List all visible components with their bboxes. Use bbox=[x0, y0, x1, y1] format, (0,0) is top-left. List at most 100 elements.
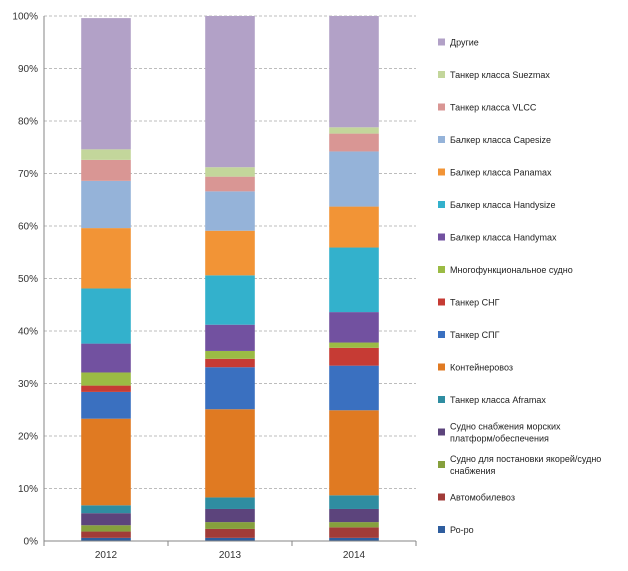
bar-segment-2014-балкер-класса-handysize bbox=[329, 247, 379, 313]
legend-label: Ро-ро bbox=[450, 525, 474, 535]
y-tick-label: 50% bbox=[18, 274, 38, 285]
bar-segment-2013-танкер-снг bbox=[205, 358, 255, 368]
bar-segment-2012-танкер-спг bbox=[81, 391, 131, 419]
bar-segment-2014-автомобилевоз bbox=[329, 527, 379, 538]
x-tick-labels: 2012 2013 2014 bbox=[95, 550, 366, 561]
legend-item-судно-снабжения-морских-платформ-обеспечения: Судно снабжения морских платформ/обеспече… bbox=[438, 422, 561, 444]
y-tick-label: 0% bbox=[24, 537, 39, 548]
bar-segment-2014-танкер-класса-aframax bbox=[329, 495, 379, 509]
y-tick-label: 100% bbox=[12, 12, 38, 23]
legend-label: Балкер класса Panamax bbox=[450, 168, 552, 178]
bar-segment-2014-танкер-класса-suezmax bbox=[329, 127, 379, 134]
bar-segment-2012-судно-снабжения-морских-платформ-обеспечения bbox=[81, 513, 131, 526]
bar-segment-2012-судно-для-постановки-якорей-судно-снабжения bbox=[81, 525, 131, 532]
bar-segment-2013-судно-для-постановки-якорей-судно-снабжения bbox=[205, 522, 255, 529]
bar-segment-2013-танкер-класса-aframax bbox=[205, 497, 255, 509]
legend-item-контейнеровоз: Контейнеровоз bbox=[438, 363, 513, 373]
legend-label: Контейнеровоз bbox=[450, 363, 513, 373]
bar-segment-2013-танкер-спг bbox=[205, 367, 255, 410]
bar-segment-2012-танкер-класса-aframax bbox=[81, 505, 131, 514]
y-tick-label: 10% bbox=[18, 484, 38, 495]
legend-swatch bbox=[438, 201, 445, 208]
axes bbox=[43, 16, 417, 546]
legend: Другие Танкер класса Suezmax Танкер класса… bbox=[438, 38, 601, 535]
legend-label: Балкер класса Handymax bbox=[450, 233, 557, 243]
legend-label: Танкер класса VLCC bbox=[450, 103, 537, 113]
legend-swatch bbox=[438, 526, 445, 533]
y-tick-label: 40% bbox=[18, 327, 38, 338]
legend-item-танкер-спг: Танкер СПГ bbox=[438, 330, 500, 340]
legend-label: Другие bbox=[450, 38, 479, 48]
legend-item-другие: Другие bbox=[438, 38, 479, 48]
x-tick-label-2014: 2014 bbox=[343, 550, 366, 561]
bar-segment-2014-танкер-снг bbox=[329, 347, 379, 366]
legend-item-судно-для-постановки-якорей-судно-снабжения: Судно для постановки якорей/судно снабжен… bbox=[438, 454, 601, 476]
legend-label: Балкер класса Handysize bbox=[450, 200, 556, 210]
bar-segment-2012-танкер-класса-suezmax bbox=[81, 149, 131, 160]
legend-label: Танкер класса Aframax bbox=[450, 395, 546, 405]
bar-segment-2012-другие bbox=[81, 18, 131, 150]
legend-swatch bbox=[438, 103, 445, 111]
bar-segment-2014-балкер-класса-capesize bbox=[329, 151, 379, 207]
bar-segment-2012-контейнеровоз bbox=[81, 418, 131, 506]
legend-label: Автомобилевоз bbox=[450, 493, 515, 503]
legend-swatch bbox=[438, 298, 445, 306]
legend-swatch bbox=[438, 233, 445, 241]
y-tick-label: 80% bbox=[18, 117, 38, 128]
bar-segment-2013-танкер-класса-suezmax bbox=[205, 167, 255, 177]
legend-swatch bbox=[438, 461, 445, 468]
bar-segment-2012-ро-ро bbox=[81, 537, 131, 541]
bar-segment-2014-судно-для-постановки-якорей-судно-снабжения bbox=[329, 522, 379, 528]
legend-swatch bbox=[438, 266, 445, 273]
bar-segment-2014-другие bbox=[329, 16, 379, 128]
legend-item-ро-ро: Ро-ро bbox=[438, 525, 474, 535]
legend-swatch bbox=[438, 396, 445, 403]
y-tick-label: 70% bbox=[18, 169, 38, 180]
bars bbox=[81, 16, 379, 541]
legend-label: Танкер класса Suezmax bbox=[450, 70, 550, 80]
bar-segment-2013-контейнеровоз bbox=[205, 409, 255, 498]
legend-label: Танкер СНГ bbox=[450, 298, 500, 308]
legend-swatch bbox=[438, 493, 445, 501]
legend-item-автомобилевоз: Автомобилевоз bbox=[438, 493, 515, 503]
y-tick-labels: 0% 10% 20% 30% 40% 50% 60% 70% 80% 90% 100% bbox=[12, 12, 38, 548]
bar-segment-2013-танкер-класса-vlcc bbox=[205, 176, 255, 192]
bar-segment-2013-балкер-класса-capesize bbox=[205, 191, 255, 231]
bar-segment-2012-автомобилевоз bbox=[81, 531, 131, 538]
bar-segment-2014-танкер-спг bbox=[329, 365, 379, 411]
bar-segment-2014-балкер-класса-handymax bbox=[329, 312, 379, 343]
legend-item-танкер-снг: Танкер СНГ bbox=[438, 298, 500, 308]
bar-segment-2012-танкер-снг bbox=[81, 385, 131, 392]
bar-segment-2013-балкер-класса-handymax bbox=[205, 324, 255, 351]
legend-item-балкер-класса-panamax: Балкер класса Panamax bbox=[438, 168, 552, 178]
bar-segment-2014-судно-снабжения-морских-платформ-обеспечения bbox=[329, 508, 379, 523]
bar-segment-2013-балкер-класса-handysize bbox=[205, 275, 255, 325]
legend-item-балкер-класса-handymax: Балкер класса Handymax bbox=[438, 233, 557, 243]
bar-segment-2014-контейнеровоз bbox=[329, 410, 379, 496]
bar-segment-2013-многофункциональное-судно bbox=[205, 350, 255, 359]
legend-item-танкер-класса-vlcc: Танкер класса VLCC bbox=[438, 103, 537, 113]
legend-item-многофункциональное-судно: Многофункциональное судно bbox=[438, 265, 573, 275]
bar-segment-2012-танкер-класса-vlcc bbox=[81, 159, 131, 181]
legend-label: Судно снабжения морских платформ/обеспече… bbox=[450, 422, 561, 444]
bar-segment-2012-многофункциональное-судно bbox=[81, 372, 131, 386]
bar-segment-2012-балкер-класса-panamax bbox=[81, 228, 131, 289]
bar-segment-2014-танкер-класса-vlcc bbox=[329, 133, 379, 152]
bar-segment-2013-ро-ро bbox=[205, 537, 255, 541]
bar-segment-2013-балкер-класса-panamax bbox=[205, 230, 255, 276]
legend-swatch bbox=[438, 136, 445, 143]
bar-segment-2013-автомобилевоз bbox=[205, 528, 255, 538]
x-tick-label-2012: 2012 bbox=[95, 550, 118, 561]
legend-swatch bbox=[438, 71, 445, 78]
bar-segment-2012-балкер-класса-capesize bbox=[81, 180, 131, 229]
bar-segment-2014-балкер-класса-panamax bbox=[329, 206, 379, 248]
legend-item-балкер-класса-handysize: Балкер класса Handysize bbox=[438, 200, 556, 210]
legend-label: Судно для постановки якорей/судно снабжен… bbox=[450, 454, 601, 476]
legend-label: Многофункциональное судно bbox=[450, 265, 573, 275]
bar-segment-2012-балкер-класса-handysize bbox=[81, 288, 131, 344]
bar-segment-2013-судно-снабжения-морских-платформ-обеспечения bbox=[205, 508, 255, 523]
x-tick-label-2013: 2013 bbox=[219, 550, 242, 561]
legend-swatch bbox=[438, 428, 445, 436]
legend-label: Танкер СПГ bbox=[450, 330, 500, 340]
